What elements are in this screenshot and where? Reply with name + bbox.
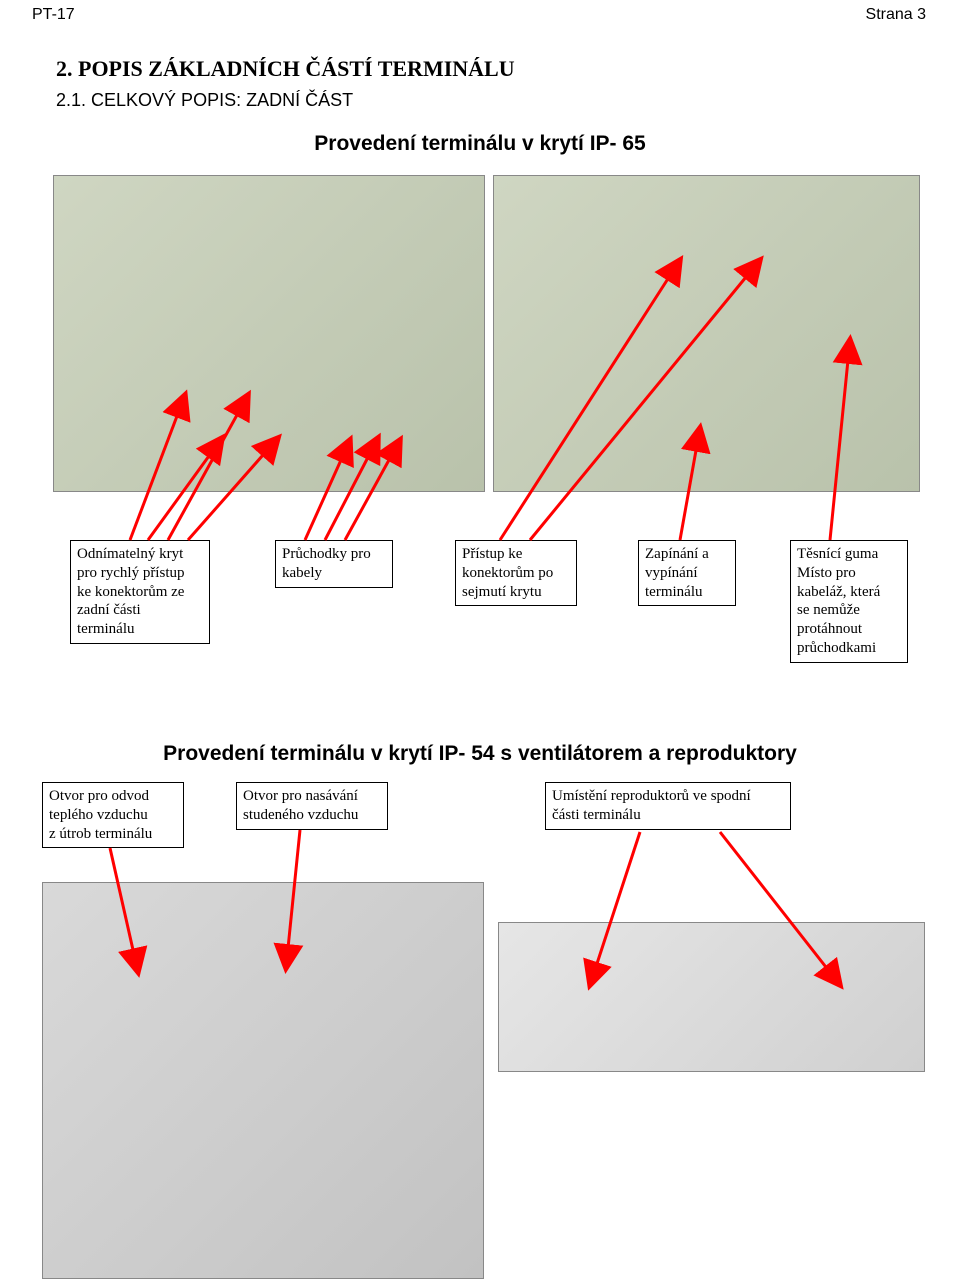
figure1-subtitle: Provedení terminálu v krytí IP- 65 xyxy=(0,132,960,156)
label-text: pro rychlý přístup xyxy=(77,564,203,583)
label-text: Otvor pro odvod xyxy=(49,787,177,806)
label-text: části terminálu xyxy=(552,806,784,825)
label-box-6: Otvor pro odvod teplého vzduchu z útrob … xyxy=(42,782,184,848)
label-box-2: Průchodky pro kabely xyxy=(275,540,393,588)
label-text: Odnímatelný kryt xyxy=(77,545,203,564)
page-header-left: PT-17 xyxy=(32,6,75,24)
section-title: 2. POPIS ZÁKLADNÍCH ČÁSTÍ TERMINÁLU xyxy=(56,56,515,82)
label-box-5: Těsnící guma Místo pro kabeláž, která se… xyxy=(790,540,908,663)
label-text: sejmutí krytu xyxy=(462,583,570,602)
label-text: Přístup ke xyxy=(462,545,570,564)
label-box-8: Umístění reproduktorů ve spodní části te… xyxy=(545,782,791,830)
label-box-4: Zapínání a vypínání terminálu xyxy=(638,540,736,606)
label-text: protáhnout xyxy=(797,620,901,639)
label-text: teplého vzduchu xyxy=(49,806,177,825)
label-text: Místo pro xyxy=(797,564,901,583)
page-header-right: Strana 3 xyxy=(866,6,926,24)
label-text: Otvor pro nasávání xyxy=(243,787,381,806)
label-box-7: Otvor pro nasávání studeného vzduchu xyxy=(236,782,388,830)
label-text: Těsnící guma xyxy=(797,545,901,564)
label-text: průchodkami xyxy=(797,639,901,658)
figure2-subtitle: Provedení terminálu v krytí IP- 54 s ven… xyxy=(0,742,960,766)
label-text: kabely xyxy=(282,564,386,583)
label-text: ke konektorům ze xyxy=(77,583,203,602)
figure1-photo-right xyxy=(493,175,920,492)
label-text: z útrob terminálu xyxy=(49,825,177,844)
label-box-3: Přístup ke konektorům po sejmutí krytu xyxy=(455,540,577,606)
label-box-1: Odnímatelný kryt pro rychlý přístup ke k… xyxy=(70,540,210,644)
label-text: Umístění reproduktorů ve spodní xyxy=(552,787,784,806)
label-text: konektorům po xyxy=(462,564,570,583)
label-text: zadní části xyxy=(77,601,203,620)
label-text: studeného vzduchu xyxy=(243,806,381,825)
subsection-title: 2.1. CELKOVÝ POPIS: ZADNÍ ČÁST xyxy=(56,90,353,111)
figure2-photo-right xyxy=(498,922,925,1072)
label-text: kabeláž, která xyxy=(797,583,901,602)
figure2-photo-left xyxy=(42,882,484,1279)
label-text: terminálu xyxy=(645,583,729,602)
label-text: se nemůže xyxy=(797,601,901,620)
figure1-photo-left xyxy=(53,175,485,492)
label-text: Průchodky pro xyxy=(282,545,386,564)
label-text: terminálu xyxy=(77,620,203,639)
label-text: vypínání xyxy=(645,564,729,583)
label-text: Zapínání a xyxy=(645,545,729,564)
